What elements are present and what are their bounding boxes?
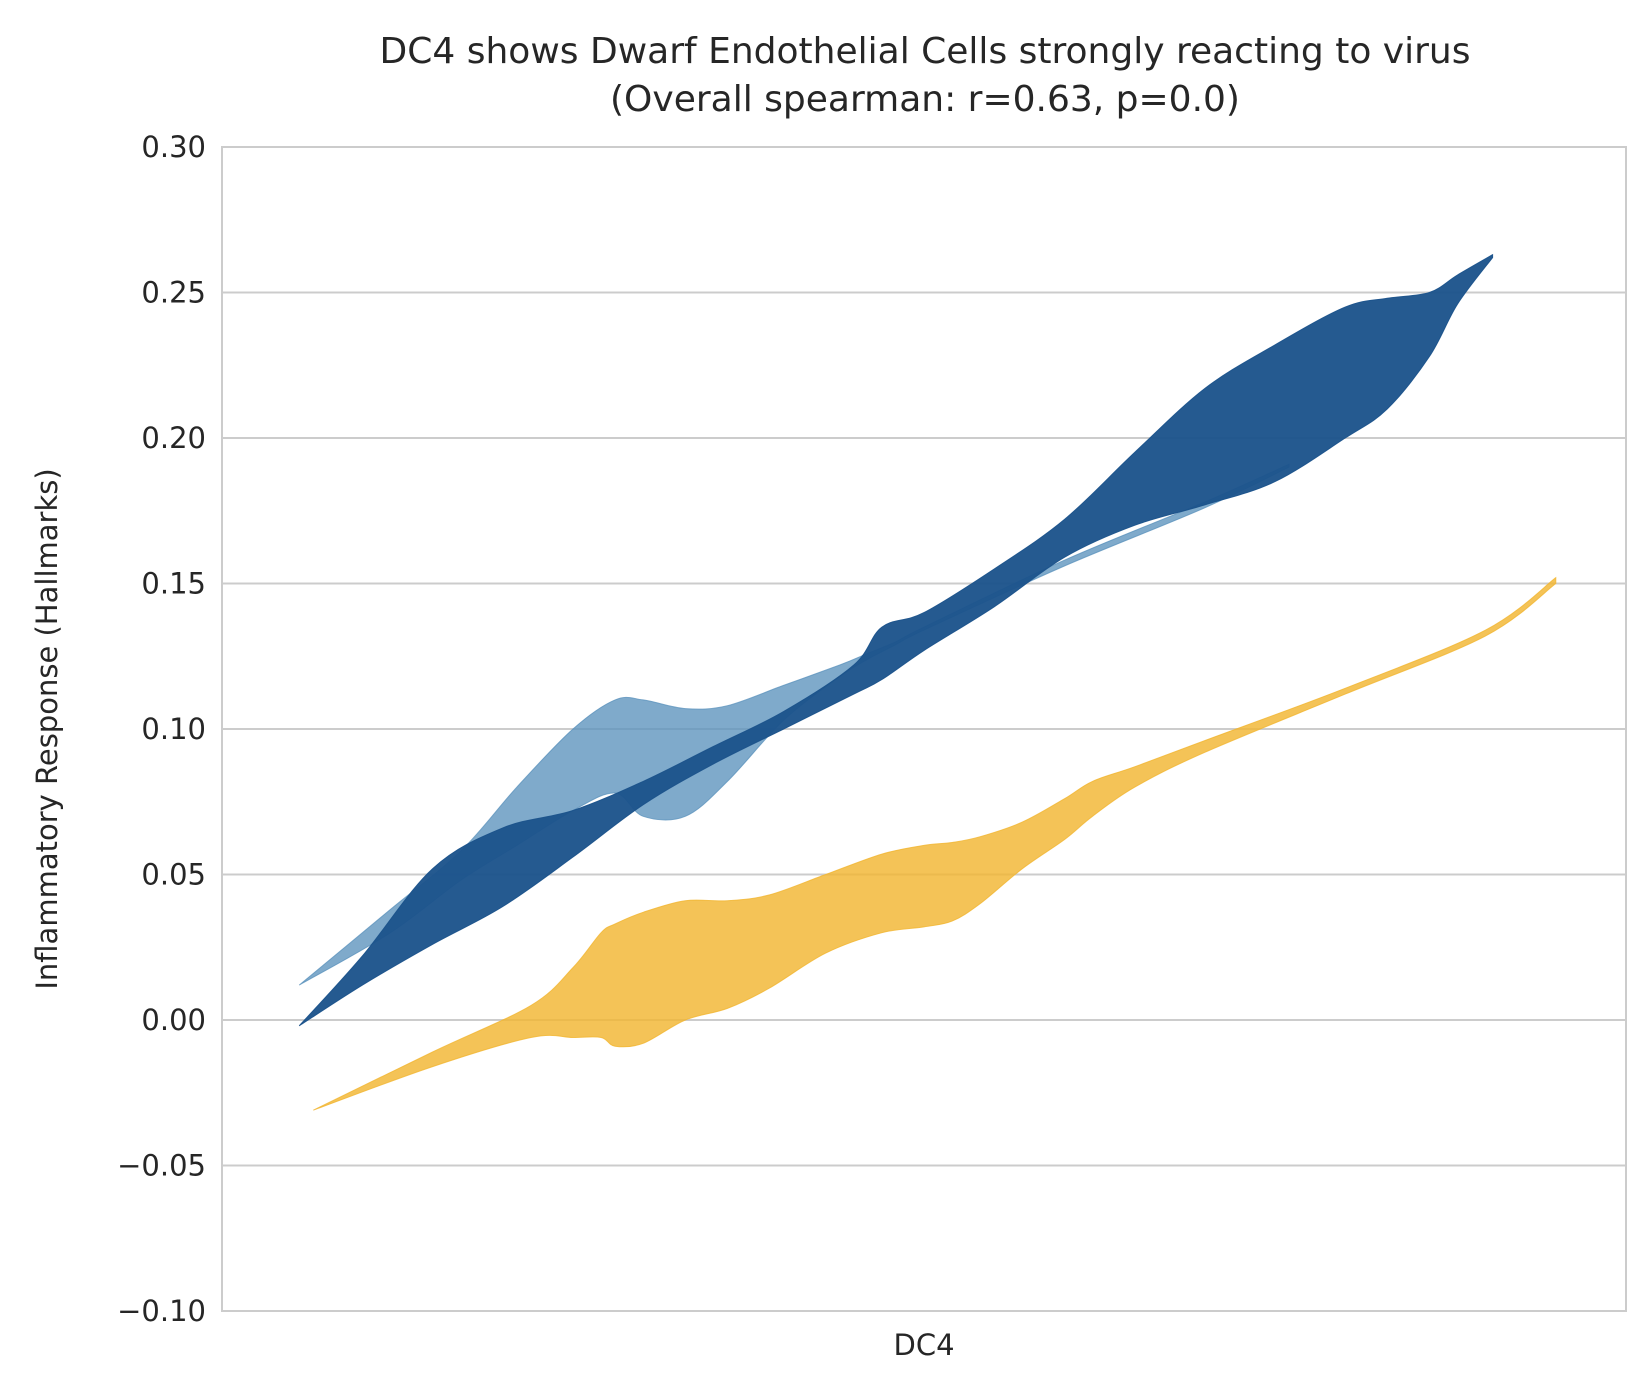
chart-title-line-1: DC4 shows Dwarf Endothelial Cells strong…	[380, 31, 1471, 72]
chart-title-line-2: (Overall spearman: r=0.63, p=0.0)	[610, 79, 1240, 120]
y-tick-labels: −0.10 −0.05 0.00 0.05 0.10 0.15 0.20 0.25 0.30	[117, 130, 206, 1328]
x-axis-label: DC4	[893, 1328, 954, 1362]
plot-frame	[221, 146, 1627, 1312]
y-tick-label: 0.20	[141, 421, 206, 455]
y-tick-label: 0.25	[141, 276, 206, 310]
y-tick-label: 0.05	[141, 858, 206, 892]
y-tick-label: 0.00	[141, 1003, 206, 1037]
series-area-2	[298, 253, 1494, 1027]
series-area-0	[313, 576, 1557, 1111]
y-tick-label: −0.05	[117, 1149, 206, 1183]
series-areas	[298, 253, 1557, 1111]
y-tick-label: 0.15	[141, 567, 206, 601]
y-axis-label: Inflammatory Response (Hallmarks)	[30, 468, 64, 989]
y-tick-label: 0.30	[141, 130, 206, 164]
y-tick-label: −0.10	[117, 1294, 206, 1328]
y-tick-label: 0.10	[141, 712, 206, 746]
